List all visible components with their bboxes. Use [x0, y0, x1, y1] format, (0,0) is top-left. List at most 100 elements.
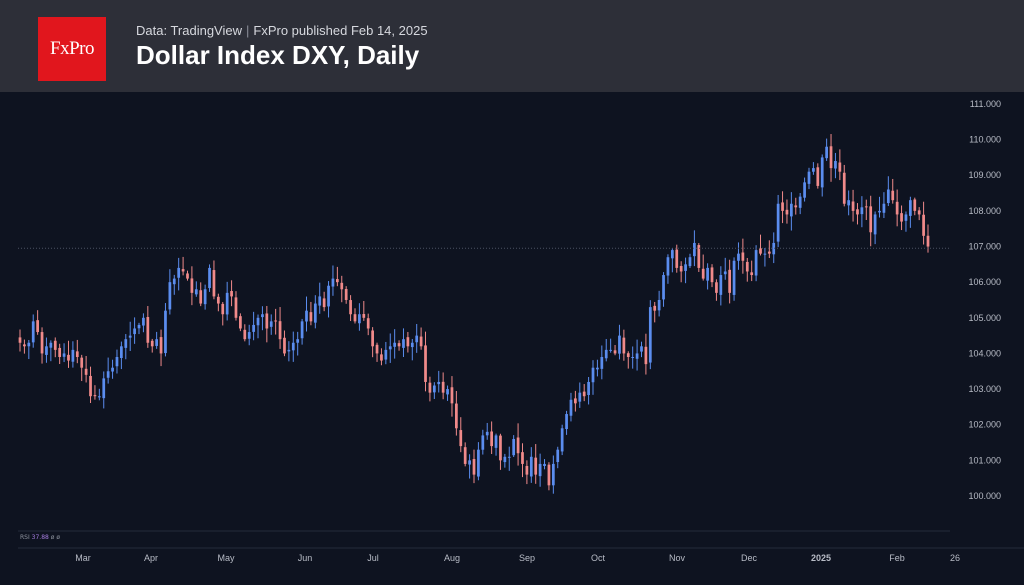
candle-body [565, 414, 568, 430]
candle-body [688, 257, 692, 267]
candle-body [322, 298, 326, 308]
rsi-value: 37.88 [31, 534, 49, 541]
candle-body [265, 313, 269, 329]
candle-body [450, 387, 454, 404]
candle-body [388, 346, 392, 350]
candle-body [27, 342, 31, 347]
candle-body [230, 291, 233, 297]
candle-body [371, 330, 374, 347]
candle-body [340, 282, 344, 290]
candle-body [706, 267, 709, 281]
candle-body [477, 449, 480, 477]
candle-body [58, 347, 62, 358]
candle-body [455, 403, 458, 429]
candle-body [745, 261, 749, 272]
candle-body [274, 320, 278, 322]
candle-body [142, 317, 145, 326]
candle-body [622, 337, 626, 354]
candle-body [525, 465, 529, 475]
candle-body [759, 248, 762, 254]
x-tick-label: Mar [75, 553, 91, 563]
candle-body [150, 340, 154, 347]
candle-body [309, 312, 313, 322]
candle-body [834, 160, 837, 169]
candle-body [798, 196, 802, 208]
candle-body [437, 381, 441, 385]
candlestick-chart: 100.000 101.000 102.000 103.000 104.000 105.0… [18, 99, 1024, 563]
candle-body [710, 267, 714, 283]
candle-body [644, 346, 648, 365]
candle-body [803, 182, 806, 198]
candle-body [428, 382, 432, 393]
candle-body [406, 337, 410, 347]
candle-body [133, 328, 136, 335]
candle-body [626, 353, 630, 358]
candle-body [781, 202, 784, 211]
x-tick-label: Jul [367, 553, 379, 563]
header-bar: FxPro Data: TradingView | FxPro published … [0, 0, 1024, 92]
candle-body [164, 310, 167, 354]
y-tick-label: 104.000 [968, 348, 1001, 358]
candle-body [825, 146, 828, 159]
candle-body [516, 437, 520, 454]
candle-body [842, 172, 846, 204]
candle-body [278, 321, 282, 340]
x-tick-label: May [217, 553, 235, 563]
candle-body [591, 367, 595, 383]
candle-body [569, 399, 573, 416]
candle-body [909, 200, 912, 216]
candle-body [146, 317, 150, 343]
candle-body [53, 340, 57, 350]
candle-body [216, 296, 220, 304]
candle-body [503, 456, 507, 463]
candle-body [560, 428, 564, 452]
separator: | [246, 23, 250, 38]
candle-body [190, 278, 194, 293]
candle-body [750, 272, 754, 276]
x-tick-label: Aug [444, 553, 460, 563]
y-tick-label: 110.000 [969, 135, 1001, 145]
candle-body [741, 252, 745, 261]
candle-body [728, 269, 732, 293]
candle-body [534, 457, 538, 475]
candle-body [640, 346, 643, 352]
source-prefix: Data: TradingView [136, 23, 242, 38]
candle-body [331, 278, 335, 287]
candle-body [494, 435, 498, 448]
candle-body [869, 206, 873, 233]
candle-body [287, 349, 291, 352]
candle-body [499, 435, 502, 461]
candle-body [812, 168, 815, 172]
candle-body [789, 203, 793, 217]
candle-body [234, 297, 238, 318]
candle-body [419, 336, 423, 347]
candle-body [358, 314, 361, 324]
candle-body [604, 349, 608, 359]
candle-body [543, 463, 546, 467]
candle-body [393, 342, 397, 347]
candle-body [904, 214, 908, 221]
y-tick-label: 102.000 [968, 420, 1001, 430]
candle-body [926, 235, 930, 247]
candle-body [715, 282, 718, 293]
y-tick-label: 103.000 [968, 384, 1001, 394]
candle-body [838, 162, 842, 172]
candle-body [247, 332, 251, 339]
candle-body [864, 206, 868, 208]
candle-body [36, 320, 39, 333]
candle-body [613, 350, 617, 354]
rsi-name: RSI [20, 534, 30, 541]
candle-body [596, 367, 599, 370]
candle-body [609, 349, 613, 351]
candle-body [75, 351, 79, 358]
candle-body [816, 167, 820, 186]
candle-body [772, 242, 776, 255]
candle-body [366, 318, 370, 329]
candle-body [212, 270, 216, 297]
candle-body [468, 460, 471, 465]
candle-body [375, 344, 379, 354]
candle-body [353, 314, 357, 322]
candle-body [239, 316, 242, 329]
candle-body [600, 357, 604, 369]
fxpro-logo: FxPro [38, 17, 106, 81]
